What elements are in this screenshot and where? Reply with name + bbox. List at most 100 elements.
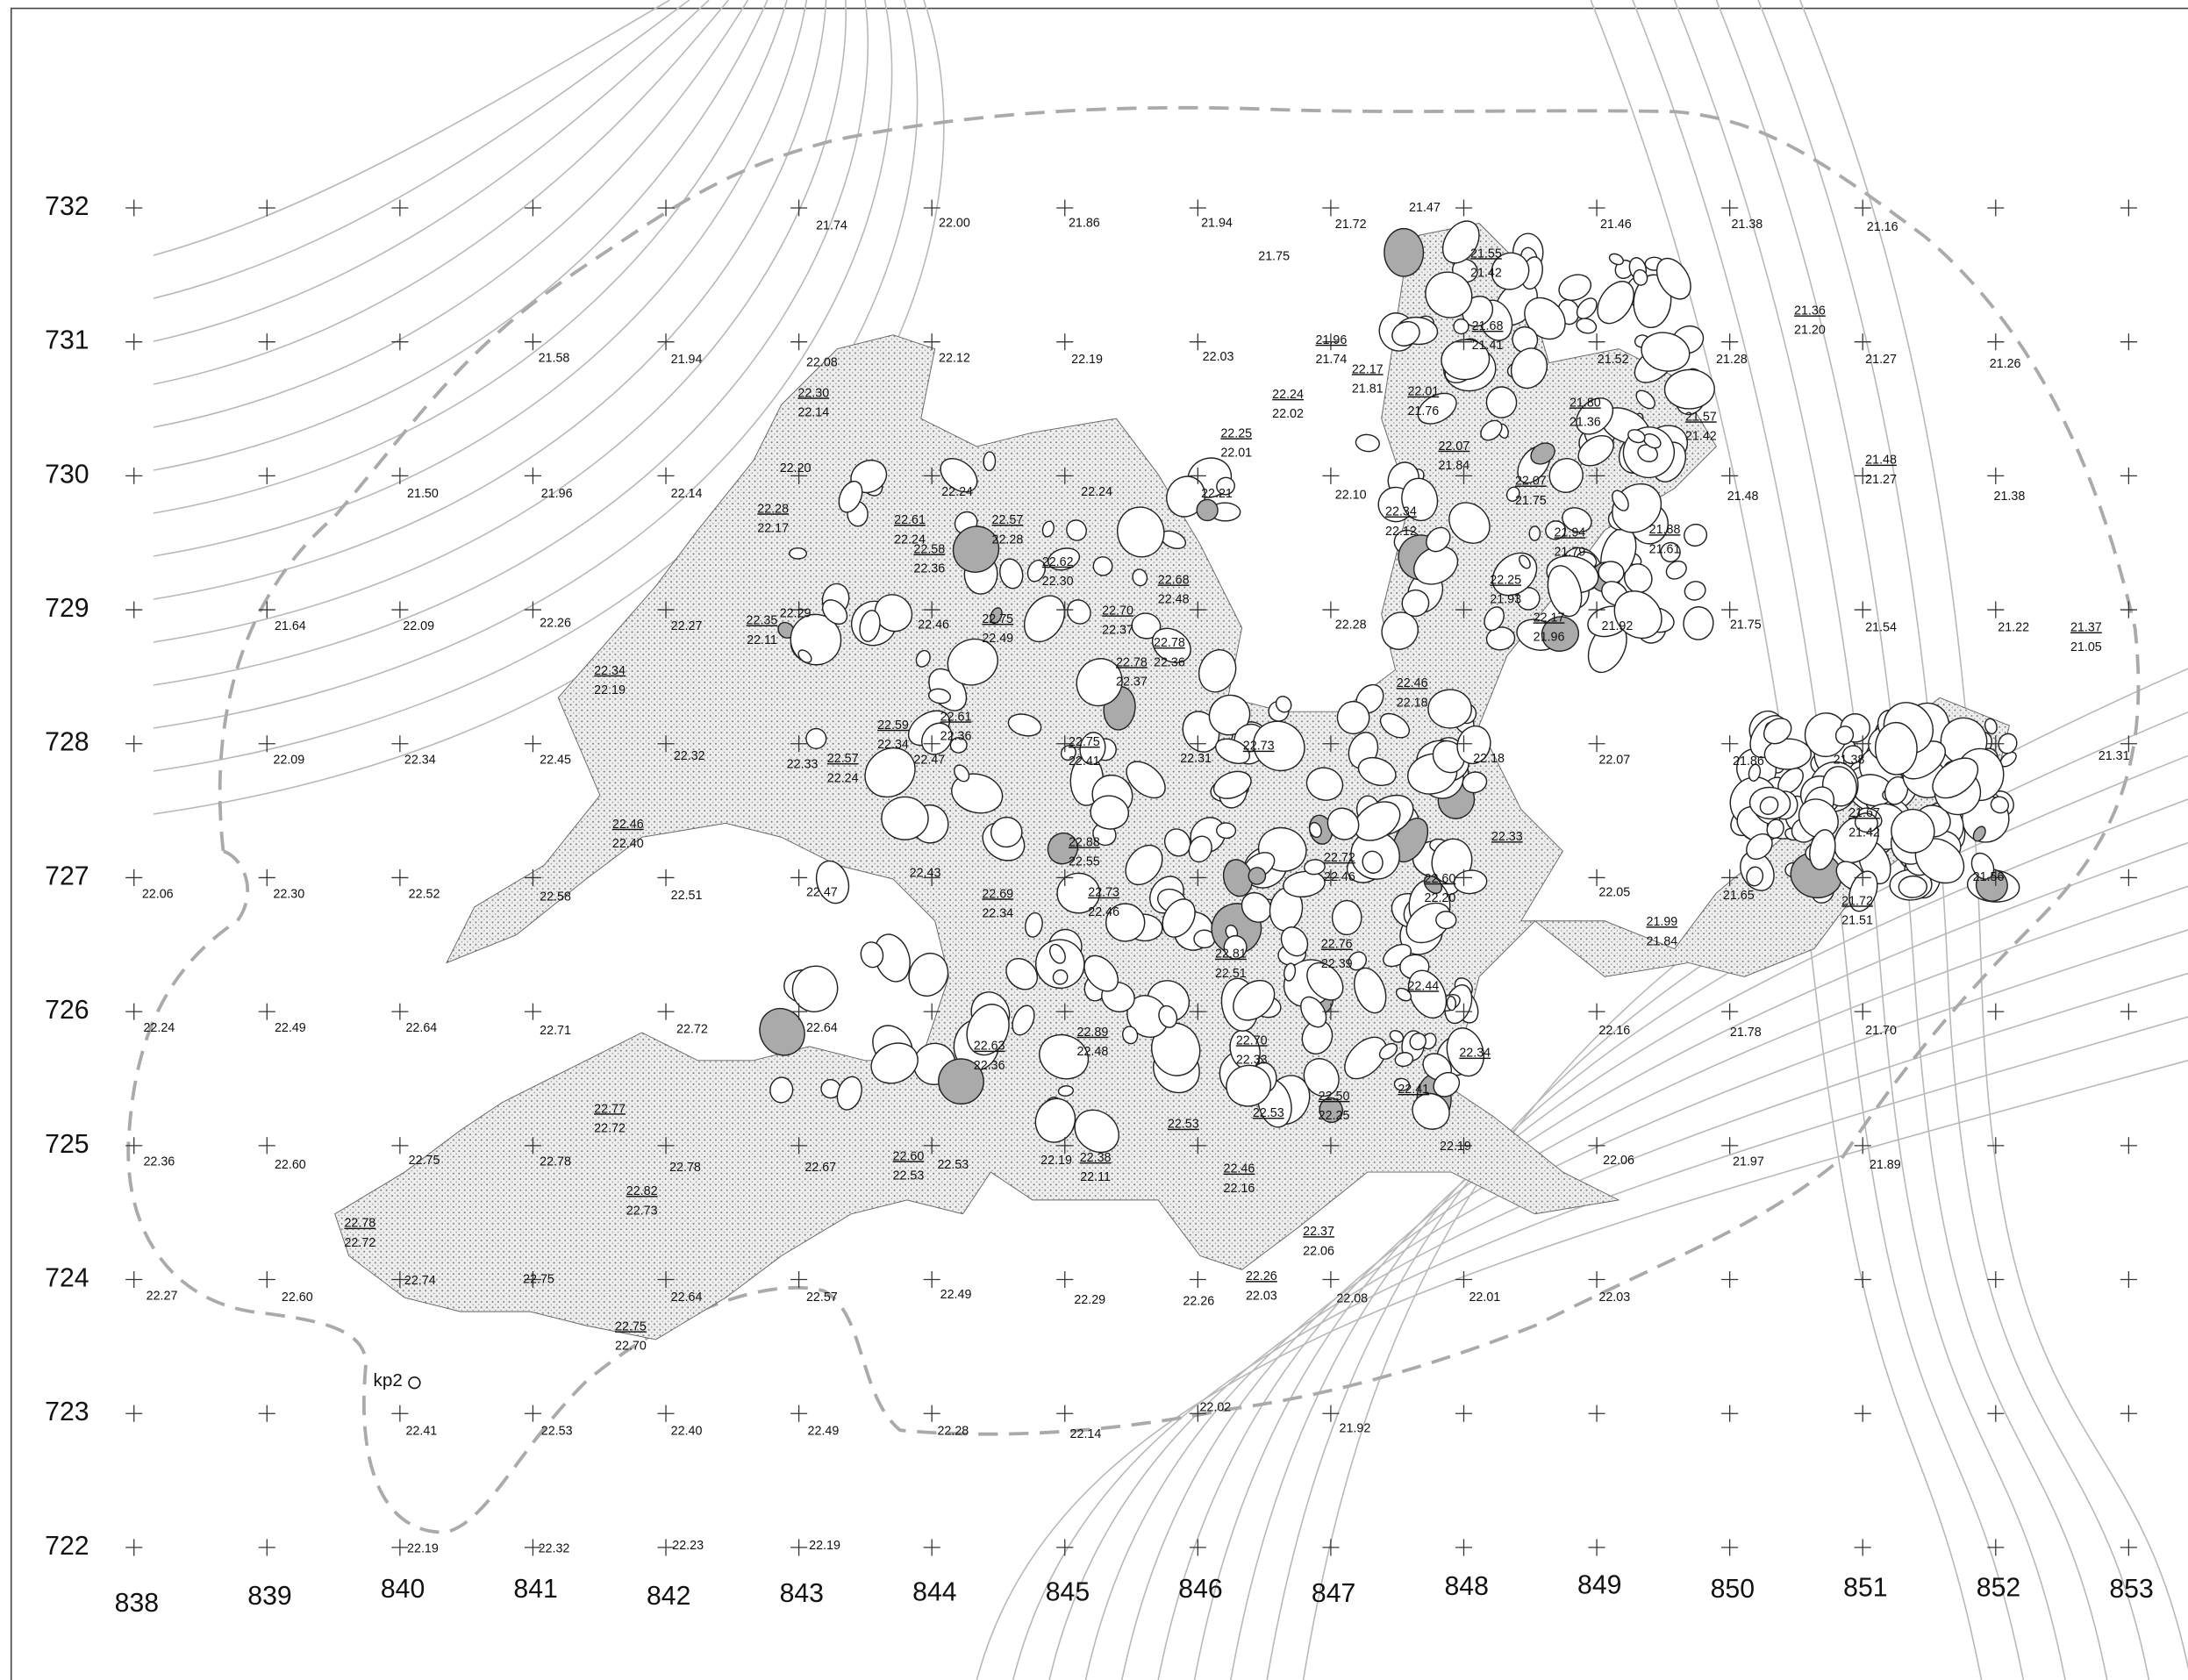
spot-height: 22.57 [806, 1290, 838, 1305]
stone [1608, 253, 1624, 266]
grid-cross [524, 467, 541, 484]
grid-cross [790, 735, 808, 753]
level-bottom: 22.39 [1321, 957, 1353, 971]
stone [1423, 875, 1443, 894]
grid-cross [1721, 1405, 1739, 1422]
level-top: 22.78 [1154, 636, 1185, 650]
level-bottom: 22.02 [1272, 407, 1304, 421]
column-label: 840 [381, 1575, 425, 1604]
grid-cross [657, 735, 675, 753]
grid-cross [923, 199, 940, 217]
level-top: 22.62 [1042, 555, 1074, 569]
stone [1425, 271, 1473, 318]
level-bottom: 22.14 [797, 406, 829, 420]
stone [859, 610, 881, 642]
stones [759, 220, 2020, 1154]
level-top: 22.07 [1515, 475, 1547, 489]
grid-cross [258, 601, 275, 618]
level-bottom: 21.36 [1569, 416, 1601, 430]
grid-cross [1987, 1137, 2005, 1155]
spot-height: 22.09 [273, 754, 304, 768]
grid-cross [1987, 869, 2005, 886]
stone [1026, 559, 1046, 583]
stone [1226, 1064, 1271, 1107]
grid-cross [1056, 1137, 1074, 1155]
grid-cross [1322, 467, 1340, 484]
spot-height: 22.29 [1074, 1293, 1105, 1307]
level-bottom: 21.20 [1794, 324, 1826, 338]
stone [1163, 828, 1191, 857]
grid-cross [1987, 1003, 2005, 1020]
spot-height: 22.64 [671, 1290, 703, 1305]
level-top: 22.61 [940, 710, 972, 724]
grid-cross [125, 1270, 143, 1289]
level-top: 22.46 [612, 818, 644, 832]
stone [1066, 519, 1087, 541]
stone [1453, 869, 1488, 895]
grid-cross [1056, 735, 1074, 753]
grid-cross [125, 735, 143, 753]
grid-cross [1455, 1137, 1473, 1155]
stone [1049, 943, 1066, 964]
grid-cross [1322, 1539, 1340, 1556]
stone [1090, 795, 1129, 830]
spot-height: 22.24 [143, 1021, 175, 1035]
grid-cross [657, 333, 675, 351]
grid-cross [923, 1539, 940, 1556]
stone [1331, 899, 1362, 936]
grid-cross [2120, 1539, 2137, 1556]
grid-cross [1987, 333, 2005, 351]
grid-cross [790, 199, 808, 217]
stone [1105, 903, 1146, 942]
grid-cross [790, 1137, 808, 1155]
stone [1426, 526, 1451, 553]
grid-cross [1854, 869, 1871, 886]
stone [1660, 541, 1681, 563]
spot-height: 22.08 [806, 355, 838, 369]
level-bottom: 22.37 [1102, 624, 1133, 638]
level-top: 22.34 [1385, 505, 1417, 519]
grid-cross [1322, 735, 1340, 753]
grid-cross [657, 1270, 675, 1289]
stone [1891, 808, 1935, 854]
stone [1198, 649, 1237, 693]
stone [1319, 1097, 1343, 1124]
grid-cross [2120, 601, 2137, 618]
column-label: 851 [1843, 1574, 1887, 1603]
stone [1413, 546, 1459, 585]
contour [153, 0, 769, 471]
row-label: 732 [45, 192, 89, 221]
grid-cross [258, 1270, 275, 1289]
grid-cross [524, 199, 541, 217]
spot-height: 22.46 [918, 618, 949, 632]
grid-cross [125, 467, 143, 484]
grid-cross [657, 1137, 675, 1155]
stone [954, 764, 970, 783]
grid-cross [2120, 1405, 2137, 1422]
stone [1998, 733, 2018, 754]
spot-height: 22.06 [142, 887, 174, 901]
spot-height: 21.38 [1993, 490, 2025, 504]
stone [1306, 962, 1344, 1001]
stone [1684, 581, 1706, 601]
level-bottom: 22.11 [1080, 1170, 1111, 1184]
stone [1283, 962, 1297, 982]
grid-cross [1588, 1539, 1605, 1556]
spot-height: 22.60 [275, 1158, 306, 1172]
stone [1362, 850, 1384, 874]
spot-height: 22.36 [143, 1155, 175, 1169]
column-label: 849 [1577, 1570, 1621, 1599]
level-bottom: 22.37 [1116, 676, 1148, 690]
level-bottom: 21.74 [1315, 353, 1347, 367]
level-top: 22.07 [1438, 440, 1469, 454]
contour [1799, 0, 2188, 1670]
grid-cross [391, 199, 409, 217]
stone [1597, 281, 1634, 325]
stone [797, 649, 812, 663]
grid-cross [1721, 735, 1739, 753]
grid-cross [1588, 1137, 1605, 1155]
grid-cross [1721, 1137, 1739, 1155]
spot-height: 22.51 [671, 889, 703, 903]
stone [1151, 627, 1191, 663]
spot-height: 22.24 [941, 485, 973, 499]
